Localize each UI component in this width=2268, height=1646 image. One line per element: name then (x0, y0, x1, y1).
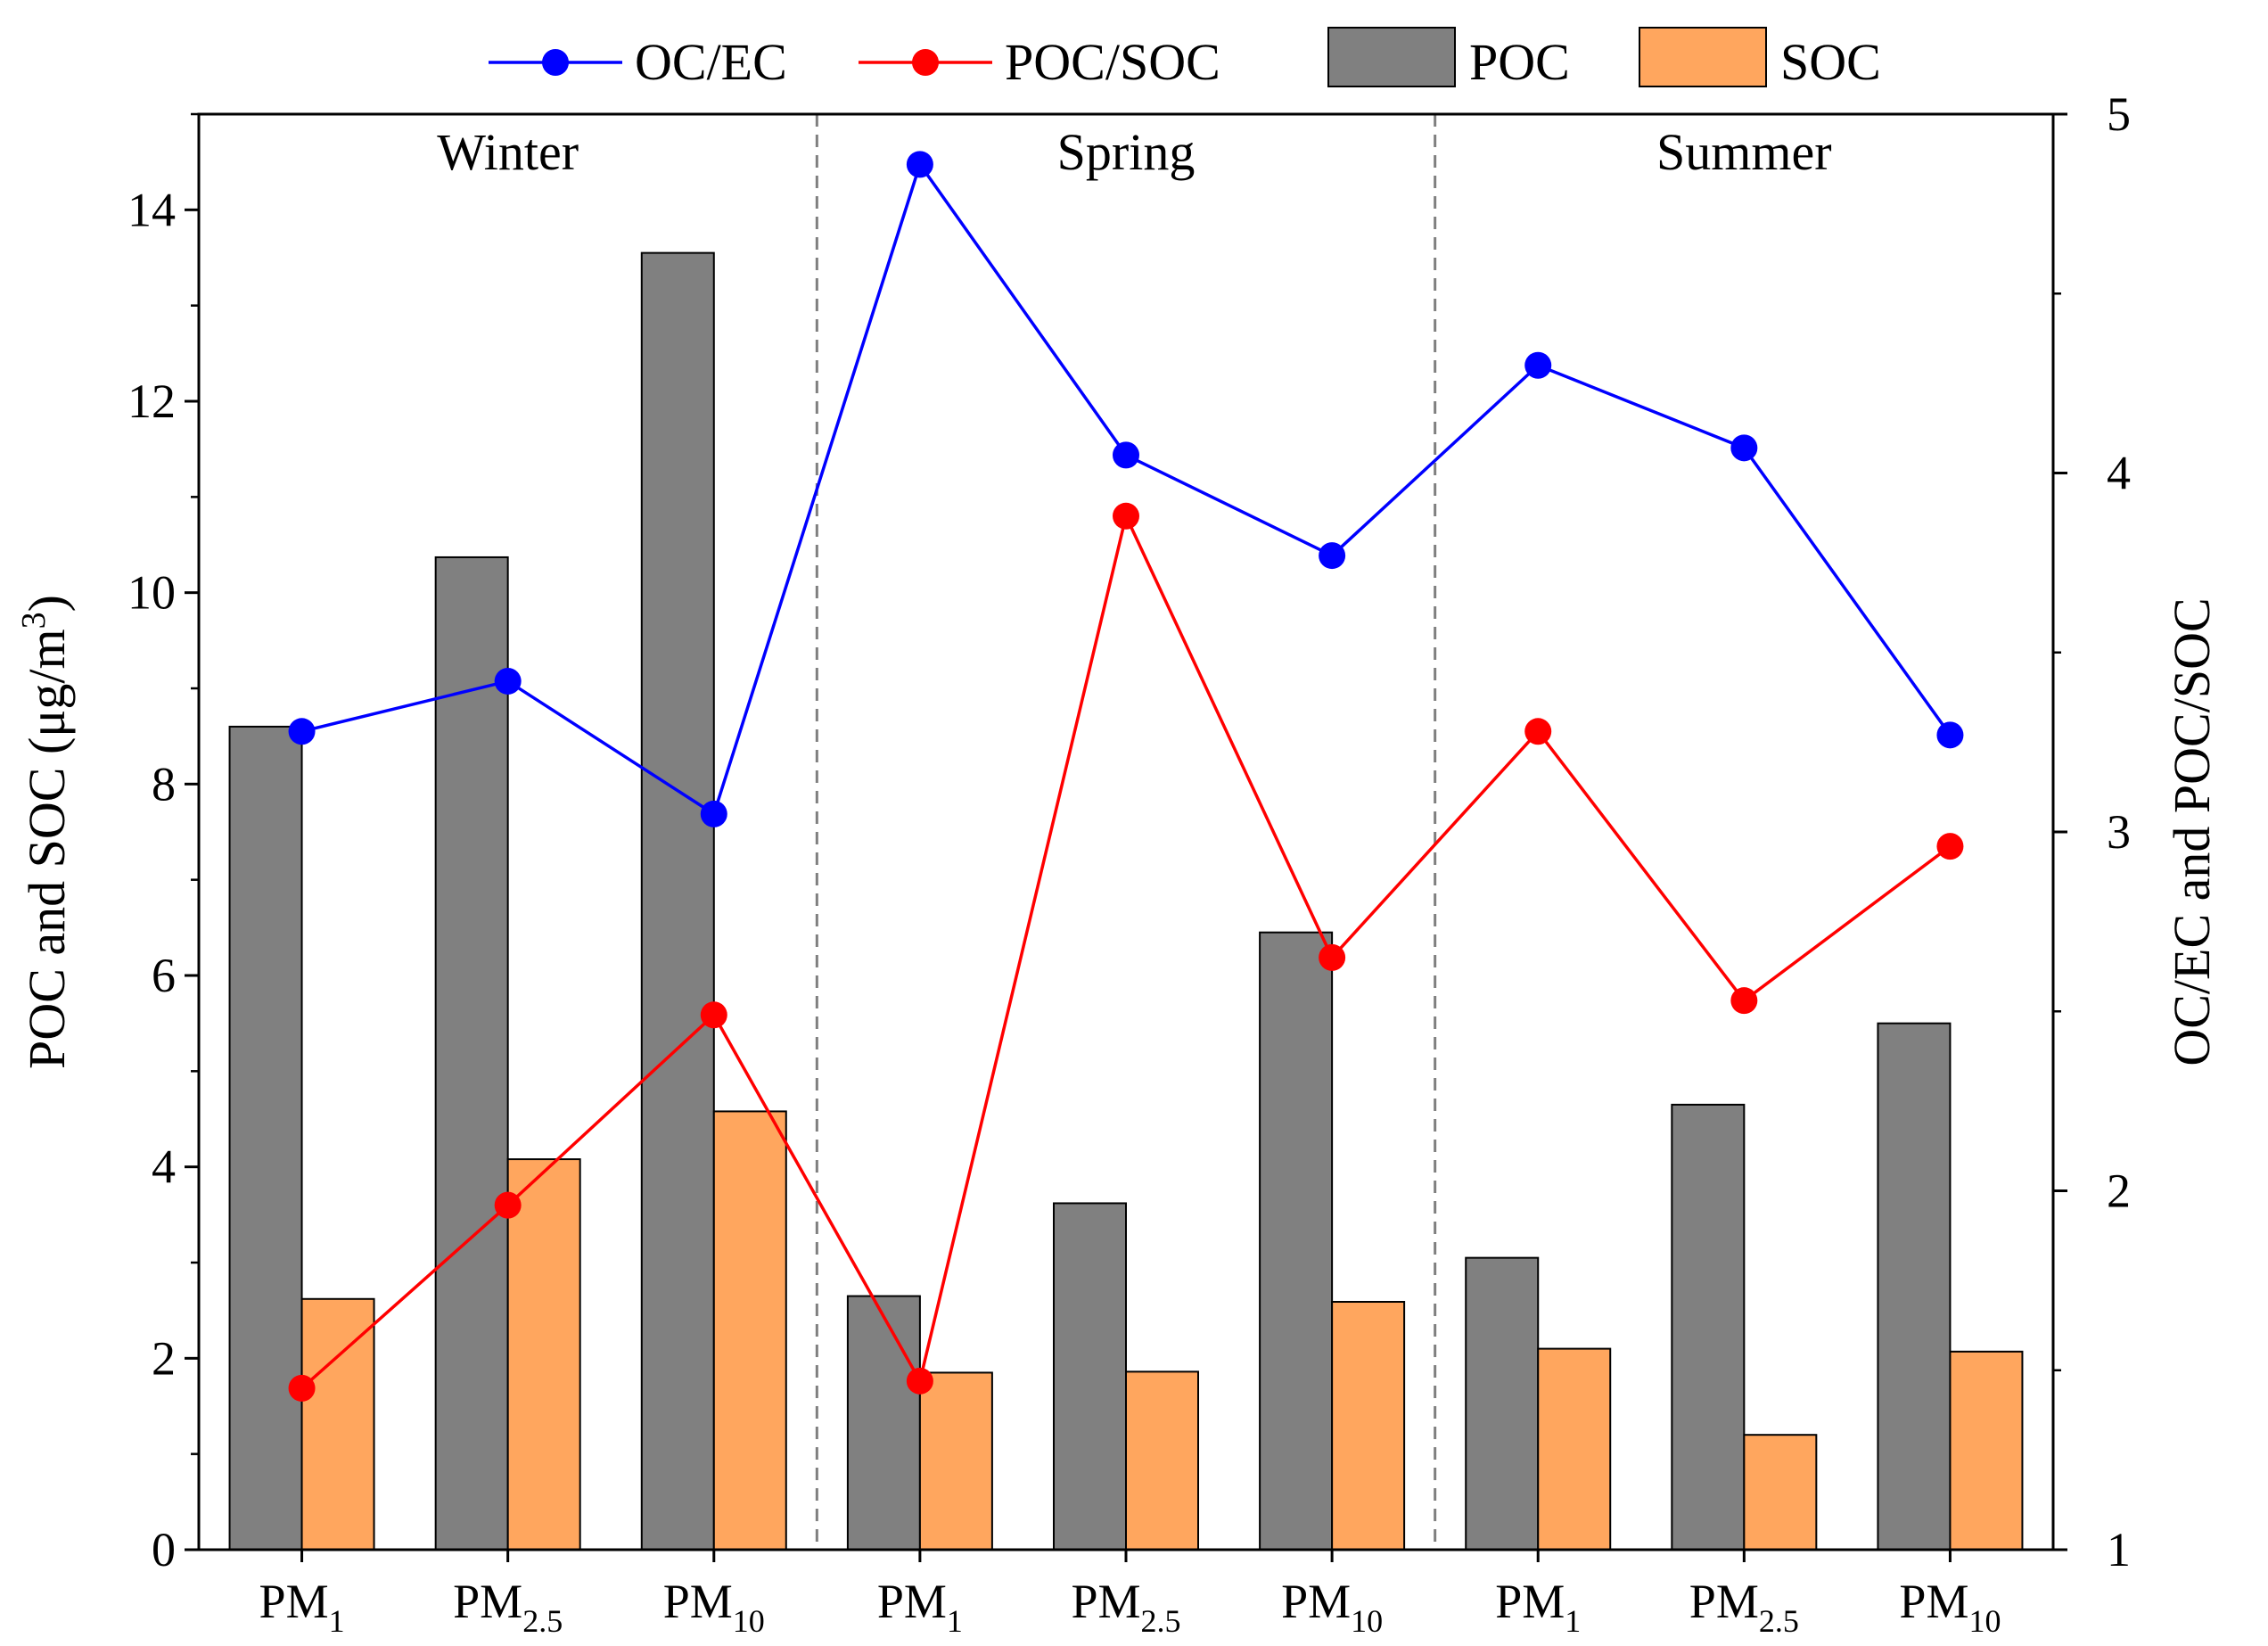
soc-bar (1743, 1434, 1818, 1551)
x-tick-label-sub: 2.5 (522, 1603, 563, 1639)
legend-label-oc-ec: OC/EC (635, 33, 787, 91)
soc-bar (1125, 1370, 1199, 1551)
x-tick-label-main: PM (453, 1575, 522, 1628)
x-tick-label-sub: 2.5 (1759, 1603, 1799, 1639)
right-tick-label: 3 (2107, 805, 2131, 859)
soc-bar (1949, 1350, 2024, 1551)
poc-bar (228, 725, 303, 1551)
oc-ec-point (288, 718, 316, 745)
left-tick-label: 2 (152, 1331, 176, 1385)
left-tick-label: 10 (127, 566, 176, 620)
x-tick-label-sub: 1 (329, 1603, 345, 1639)
left-tick-label: 8 (152, 757, 176, 811)
poc-soc-point (700, 1001, 727, 1029)
right-tick-label: 5 (2107, 87, 2131, 141)
y-axis-left-title: POC and SOC (μg/m3) (15, 595, 76, 1069)
left-tick-label: 4 (152, 1140, 176, 1194)
season-label: Spring (1057, 123, 1196, 181)
x-tick-label-sub: 1 (1565, 1603, 1581, 1639)
x-tick-label-main: PM (663, 1575, 733, 1628)
y-axis-left-title-end: ) (18, 595, 76, 612)
x-tick-label-main: PM (259, 1575, 329, 1628)
poc-bar (434, 556, 509, 1551)
left-tick-label: 6 (152, 949, 176, 1002)
x-tick-label-main: PM (1689, 1575, 1759, 1628)
x-tick-label: PM10 (1281, 1575, 1383, 1639)
legend-swatch-soc (1639, 27, 1767, 87)
poc-bar (1053, 1202, 1127, 1551)
soc-bar (1537, 1347, 1612, 1551)
right-tick-label: 4 (2107, 447, 2131, 500)
soc-bar (918, 1371, 993, 1551)
oc-ec-point (1936, 721, 1964, 749)
poc-bar (640, 251, 715, 1551)
poc-bar (1877, 1022, 1952, 1551)
oc-ec-point (1730, 434, 1758, 462)
x-tick-label-sub: 2.5 (1141, 1603, 1181, 1639)
oc-ec-point (494, 667, 522, 695)
x-tick-label: PM10 (1899, 1575, 2001, 1639)
x-tick-label-main: PM (877, 1575, 947, 1628)
oc-ec-point (1524, 351, 1552, 379)
legend-label-poc-soc: POC/SOC (1005, 33, 1220, 91)
season-label: Winter (437, 123, 579, 181)
x-tick-label-sub: 10 (733, 1603, 765, 1639)
soc-bar (712, 1110, 787, 1551)
poc-soc-point (494, 1191, 522, 1219)
soc-bar (506, 1158, 581, 1551)
y-axis-left-title-sup: 3 (15, 612, 53, 629)
legend-swatch-poc (1327, 27, 1456, 87)
oc-ec-point (700, 800, 727, 827)
oc-ec-point (1319, 542, 1346, 570)
x-tick-label-main: PM (1281, 1575, 1351, 1628)
x-tick-label: PM2.5 (453, 1575, 563, 1639)
x-tick-label-sub: 1 (947, 1603, 963, 1639)
right-tick-label: 2 (2107, 1165, 2131, 1218)
oc-ec-point (1113, 441, 1139, 469)
poc-soc-point (288, 1374, 316, 1402)
x-tick-label-main: PM (1899, 1575, 1968, 1628)
poc-bar (1671, 1103, 1746, 1551)
poc-soc-point (1524, 718, 1552, 745)
left-tick-label: 14 (127, 183, 176, 236)
x-tick-label: PM1 (259, 1575, 345, 1639)
poc-soc-point (1936, 833, 1964, 860)
left-tick-label: 12 (127, 374, 176, 428)
x-tick-label: PM1 (1495, 1575, 1581, 1639)
season-label: Summer (1656, 123, 1832, 181)
soc-bar (300, 1297, 375, 1551)
poc-bar (1259, 931, 1334, 1551)
y-axis-right-title: OC/EC and POC/SOC (2163, 597, 2221, 1066)
poc-bar (1465, 1256, 1540, 1551)
x-tick-label: PM1 (877, 1575, 963, 1639)
legend-marker-poc-soc (912, 49, 939, 76)
x-tick-label-main: PM (1071, 1575, 1140, 1628)
legend-marker-oc-ec (542, 49, 569, 76)
left-tick-label: 0 (152, 1523, 176, 1576)
legend-label-soc: SOC (1780, 33, 1881, 91)
poc-soc-point (1319, 943, 1346, 971)
right-tick-label: 1 (2107, 1523, 2131, 1576)
oc-ec-point (906, 151, 933, 178)
legend-label-poc: POC (1469, 33, 1570, 91)
x-tick-label: PM2.5 (1689, 1575, 1799, 1639)
poc-soc-point (1730, 987, 1758, 1015)
x-tick-label: PM2.5 (1071, 1575, 1180, 1639)
x-tick-label-main: PM (1495, 1575, 1565, 1628)
poc-soc-point (906, 1367, 933, 1395)
x-tick-label: PM10 (663, 1575, 765, 1639)
x-tick-label-sub: 10 (1968, 1603, 2001, 1639)
poc-bar (846, 1295, 921, 1551)
x-tick-label-sub: 10 (1351, 1603, 1383, 1639)
poc-soc-point (1113, 502, 1139, 530)
y-axis-left-title-main: POC and SOC (μg/m (18, 629, 76, 1069)
soc-bar (1331, 1301, 1406, 1551)
oc-ec-line (301, 160, 1952, 817)
